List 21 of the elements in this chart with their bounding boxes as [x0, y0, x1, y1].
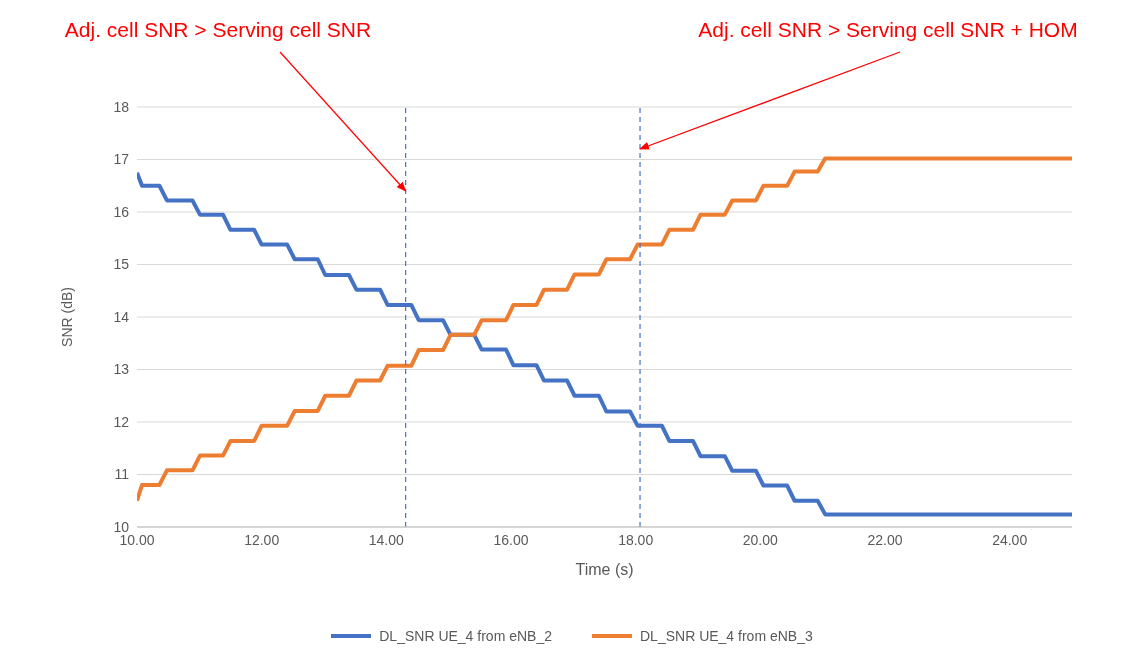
x-tick-label: 24.00	[992, 531, 1028, 548]
y-tick-label: 11	[114, 466, 130, 483]
x-axis-title: Time (s)	[575, 561, 634, 578]
y-tick-label: 18	[113, 98, 130, 115]
x-tick-label: 20.00	[742, 531, 779, 548]
y-tick-label: 16	[113, 203, 130, 220]
y-tick-label: 15	[113, 256, 130, 273]
x-tick-label: 12.00	[244, 531, 280, 548]
x-tick-label: 18.00	[618, 531, 654, 548]
y-tick-label: 12	[113, 413, 130, 430]
y-tick-label: 14	[113, 308, 130, 325]
annotation: Adj. cell SNR > Serving cell SNR + HOM	[697, 18, 1079, 42]
x-tick-label: 22.00	[867, 531, 903, 548]
y-tick-label: 13	[113, 361, 130, 378]
annotation: Adj. cell SNR > Serving cell SNR	[63, 18, 373, 42]
x-tick-label: 16.00	[493, 531, 529, 548]
y-tick-label: 17	[113, 151, 130, 168]
y-axis-title: SNR (dB)	[58, 287, 75, 347]
x-tick-label: 14.00	[368, 531, 405, 548]
legend-label: DL_SNR UE_4 from eNB_3	[640, 628, 813, 644]
legend-label: DL_SNR UE_4 from eNB_2	[379, 628, 552, 644]
